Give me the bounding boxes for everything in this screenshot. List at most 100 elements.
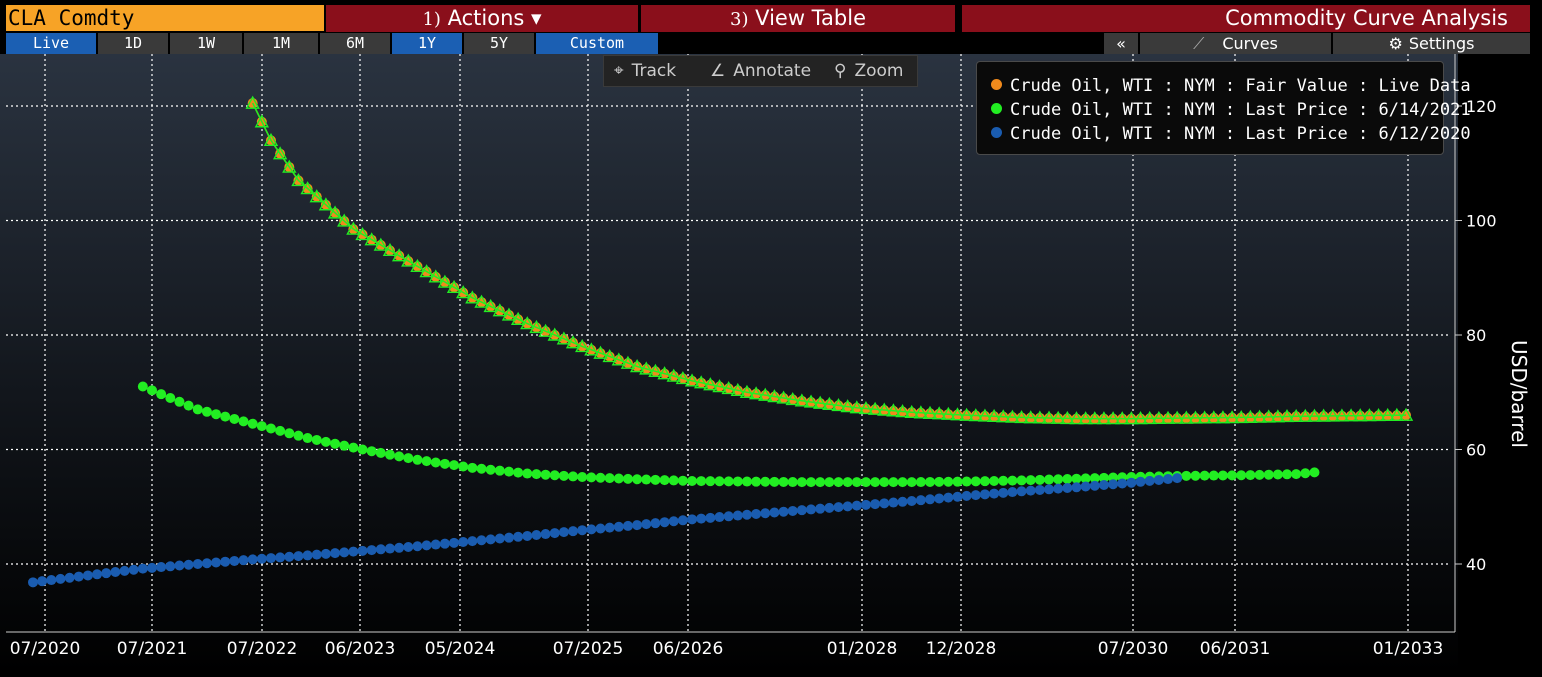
data-point-triangle (858, 401, 874, 415)
data-point (815, 477, 826, 488)
data-point (284, 551, 295, 562)
data-point (751, 476, 762, 487)
tab-1m[interactable]: 1M (244, 33, 318, 54)
data-point-triangle (1371, 407, 1386, 422)
x-tick-label: 07/2030 (1098, 639, 1169, 659)
legend-item-fair-value[interactable]: Crude Oil, WTI : NYM : Fair Value : Live… (991, 74, 1471, 98)
data-point (375, 447, 386, 458)
data-point-triangle (1307, 408, 1322, 422)
data-point-triangle (437, 274, 453, 288)
data-point-triangle (666, 368, 681, 382)
data-point (1291, 469, 1302, 480)
data-point (1044, 484, 1055, 495)
data-point (540, 469, 551, 480)
data-point (769, 507, 780, 518)
data-point-triangle (428, 269, 443, 283)
data-point (714, 512, 725, 523)
data-point (156, 562, 167, 573)
data-point (870, 499, 881, 510)
data-point (265, 553, 276, 564)
data-point-triangle (1353, 408, 1368, 422)
x-tick-label: 12/2028 (926, 639, 997, 659)
data-point (439, 458, 450, 469)
data-point-triangle (1105, 411, 1121, 425)
data-point-triangle (364, 232, 379, 246)
data-point-triangle (1206, 410, 1221, 424)
data-point (961, 476, 972, 487)
data-point (1144, 475, 1155, 486)
data-point (485, 464, 496, 475)
data-point (1190, 470, 1201, 481)
data-point (403, 542, 414, 553)
data-point (220, 556, 231, 567)
data-point (870, 477, 881, 488)
data-point-triangle (446, 279, 462, 293)
data-point (513, 531, 524, 542)
data-point-triangle (1005, 409, 1020, 423)
data-point-triangle (355, 226, 370, 241)
data-point (769, 476, 780, 487)
data-point-triangle (639, 361, 654, 375)
data-point (531, 469, 542, 480)
data-point (1181, 470, 1192, 481)
curves-button[interactable]: ⟋ Curves (1140, 33, 1331, 54)
data-point (778, 476, 789, 487)
data-point (101, 568, 112, 579)
actions-button[interactable]: 1) Actions ▾ (326, 5, 638, 32)
data-point (925, 476, 936, 487)
data-point-triangle (1298, 408, 1313, 422)
data-point-triangle (767, 389, 782, 403)
legend-item-2020[interactable]: Crude Oil, WTI : NYM : Last Price : 6/12… (991, 122, 1471, 146)
tab-5y[interactable]: 5Y (464, 33, 534, 54)
data-point (961, 490, 972, 501)
data-point-triangle (913, 405, 929, 419)
y-axis-label: USD/barrel (1507, 340, 1531, 448)
zoom-tool[interactable]: ⚲ Zoom (834, 56, 903, 86)
y-tick-label: 80 (1466, 326, 1486, 345)
data-point (128, 564, 139, 575)
tab-1y[interactable]: 1Y (392, 33, 462, 54)
data-point (705, 512, 716, 523)
data-point (238, 416, 249, 427)
data-point-triangle (1252, 409, 1267, 423)
data-point-triangle (483, 298, 498, 313)
data-point (522, 468, 533, 479)
data-point (1025, 475, 1036, 486)
settings-button[interactable]: ⚙ Settings (1333, 33, 1530, 54)
data-point-triangle (300, 181, 315, 195)
data-point (192, 559, 203, 569)
data-point (1199, 470, 1210, 481)
data-point (439, 538, 450, 549)
tab-1w[interactable]: 1W (170, 33, 242, 54)
data-point (174, 560, 185, 571)
data-point (1016, 486, 1027, 497)
data-point (503, 466, 514, 477)
data-point-triangle (1334, 408, 1350, 422)
data-point (430, 539, 441, 550)
legend-item-2021[interactable]: Crude Oil, WTI : NYM : Last Price : 6/14… (991, 98, 1471, 122)
data-point (705, 476, 716, 487)
data-point (339, 440, 350, 451)
ticker-field[interactable]: CLA Comdty (6, 5, 324, 31)
data-point (146, 562, 157, 573)
legend-label: Crude Oil, WTI : NYM : Last Price : 6/14… (1010, 100, 1471, 120)
tab-1d[interactable]: 1D (98, 33, 168, 54)
data-point (494, 533, 505, 544)
annotate-tool[interactable]: ∠ Annotate (710, 56, 811, 86)
y-tick-label: 100 (1466, 212, 1497, 231)
data-point (577, 525, 588, 536)
data-point-triangle (803, 394, 819, 408)
data-point (146, 385, 157, 396)
view-table-button[interactable]: 3) View Table (641, 5, 955, 32)
tab-6m[interactable]: 6M (320, 33, 390, 54)
collapse-button[interactable]: « (1104, 33, 1138, 54)
data-point (833, 477, 844, 488)
data-point-triangle (401, 253, 416, 267)
track-tool[interactable]: ⌖ Track (614, 56, 676, 86)
tab-live[interactable]: Live (6, 33, 96, 54)
data-point-triangle (867, 401, 883, 415)
data-point (568, 526, 579, 537)
tab-custom[interactable]: Custom (536, 33, 658, 54)
data-point (842, 501, 853, 512)
data-point-triangle (492, 303, 507, 317)
